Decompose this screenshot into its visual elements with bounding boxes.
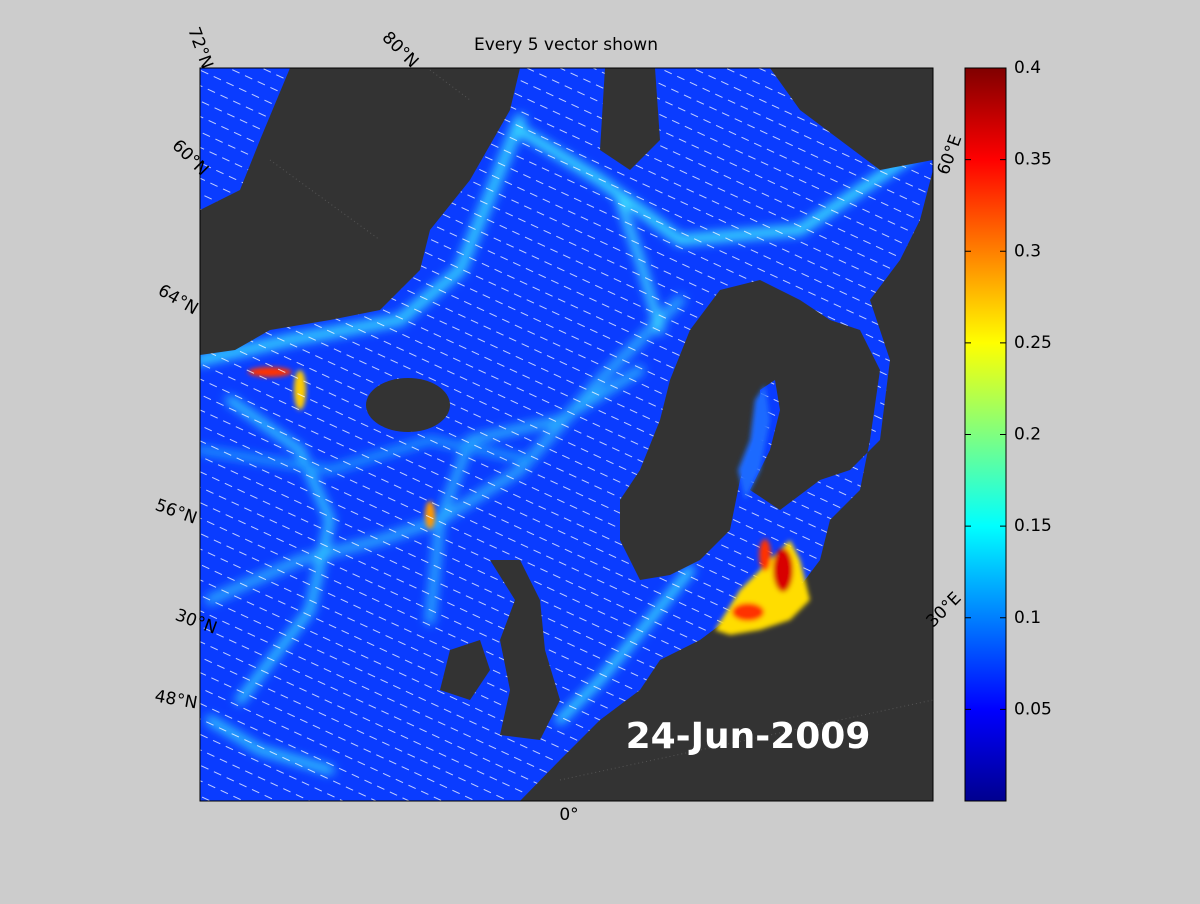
colorbar: 0.05 0.1 0.15 0.2 0.25 0.3 0.35 0.4 — [964, 58, 1052, 802]
land — [200, 68, 933, 801]
colorbar-tick-label: 0.2 — [1014, 425, 1041, 445]
graticule — [269, 69, 933, 781]
map-frame — [199, 67, 934, 802]
graticule-label: 64°N — [154, 281, 201, 320]
baltic-hot-spots — [715, 385, 810, 635]
colorbar-scale — [964, 67, 1007, 802]
colorbar-tick-label: 0.35 — [1014, 150, 1052, 170]
colorbar-tick-label: 0.3 — [1014, 241, 1041, 261]
colorbar-tick-label: 0.05 — [1014, 699, 1052, 719]
graticule-label: 72°N — [183, 24, 216, 71]
date-label: 24-Jun-2009 — [626, 716, 871, 757]
colorbar-tick-label: 0.1 — [1014, 608, 1041, 628]
colorbar-tick-label: 0.25 — [1014, 333, 1052, 353]
graticule-label: 60°E — [934, 132, 967, 177]
graticule-label: 48°N — [153, 686, 199, 713]
graticule-label: 56°N — [152, 495, 199, 528]
map — [200, 68, 933, 801]
colorbar-tick-label: 0.15 — [1014, 516, 1052, 536]
graticule-label: 80°N — [378, 28, 422, 72]
map-title: Every 5 vector shown — [474, 35, 658, 55]
colorbar-tick-label: 0.4 — [1014, 58, 1041, 78]
graticule-label: 0° — [559, 805, 578, 825]
